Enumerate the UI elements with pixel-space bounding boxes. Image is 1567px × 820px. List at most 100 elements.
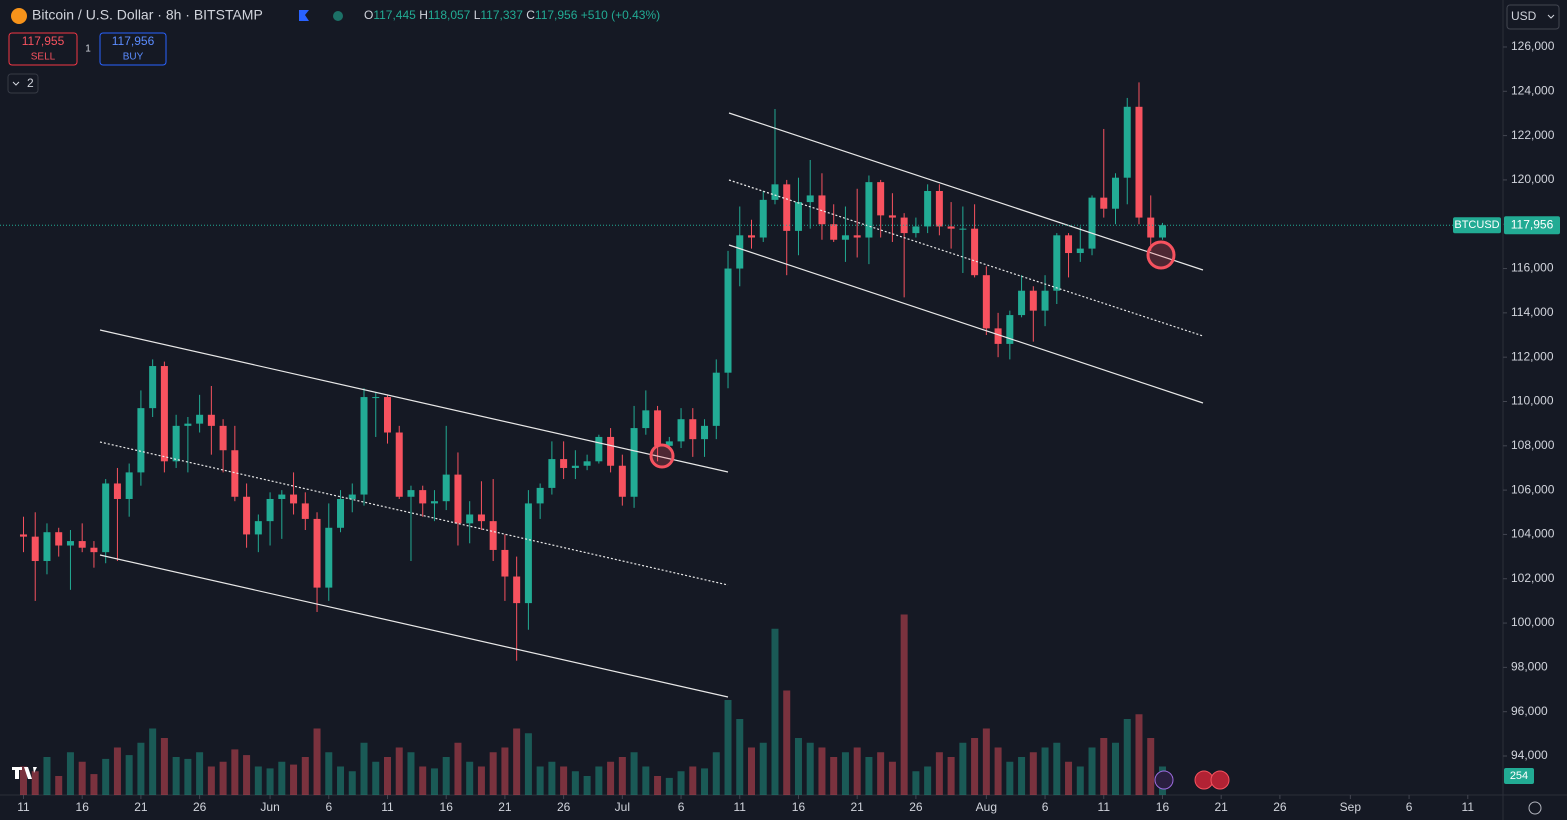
candle-body [771, 184, 779, 200]
x-tick-label: 16 [1156, 800, 1170, 814]
volume-bar [759, 742, 767, 795]
candle-body [419, 490, 427, 504]
volume-bar [1123, 719, 1131, 795]
volume-bar [994, 747, 1002, 795]
x-tick-label: 16 [792, 800, 806, 814]
volume-bar [1053, 742, 1061, 795]
candle-body [207, 414, 215, 426]
chevron [12, 81, 20, 86]
candle-body [1006, 315, 1014, 344]
candle-body [900, 217, 908, 234]
volume-bar [466, 761, 474, 795]
volume-bar [113, 747, 121, 795]
plot [19, 82, 1166, 795]
candle-body [1147, 217, 1155, 238]
volume-bar [607, 761, 615, 795]
y-tick-label: 100,000 [1511, 615, 1555, 629]
candle-body [1076, 248, 1084, 254]
candle-body [548, 459, 556, 488]
x-tick-label: 11 [1462, 800, 1475, 814]
channel-midline[interactable] [728, 179, 1204, 337]
volume-tag [1504, 768, 1534, 784]
currency-select[interactable] [1506, 4, 1560, 30]
candle-body [337, 498, 345, 528]
volume-bar [149, 728, 157, 795]
volume-bar [548, 761, 556, 795]
event-icon[interactable] [1154, 770, 1174, 790]
candle-body [125, 472, 133, 499]
event-icon[interactable] [1210, 770, 1230, 790]
candle-body [583, 461, 591, 466]
volume-bar [301, 757, 309, 795]
volume-bar [383, 757, 391, 795]
spread: 1 [85, 44, 91, 55]
channel-line[interactable] [99, 554, 729, 698]
flag-icon[interactable] [299, 10, 309, 21]
candle-body [430, 501, 438, 504]
volume-bar [90, 774, 98, 795]
candle-body [759, 199, 767, 238]
y-tick-label: 108,000 [1511, 438, 1555, 452]
volume-bar [160, 738, 168, 795]
volume-bar [947, 757, 955, 795]
volume-bar [137, 742, 145, 795]
highlight-circle[interactable] [649, 443, 675, 469]
candle-body [877, 182, 885, 216]
volume-bar [771, 628, 779, 795]
candle-body [818, 195, 826, 225]
candle-body [313, 518, 321, 588]
x-tick-label: Jul [615, 800, 630, 814]
volume-bar [1065, 761, 1073, 795]
symbol-title[interactable]: Bitcoin / U.S. Dollar · 8h · BITSTAMP [32, 7, 263, 23]
last-price-tag [1504, 216, 1560, 235]
volume-bar [701, 768, 709, 795]
event-icon[interactable] [1194, 770, 1214, 790]
candle-body [971, 228, 979, 276]
indicators-toggle[interactable] [7, 73, 39, 94]
channel-line[interactable] [728, 244, 1204, 404]
x-tick-label: 11 [734, 800, 747, 814]
candle-body [19, 534, 27, 537]
volume-bar [818, 747, 826, 795]
status-dot [333, 11, 343, 21]
volume-bar [19, 766, 27, 795]
sell-button[interactable] [8, 32, 78, 66]
candle-body [160, 366, 168, 462]
channel-line[interactable] [728, 112, 1204, 271]
volume-bar [571, 771, 579, 795]
volume-bar [348, 771, 356, 795]
volume-bar [560, 766, 568, 795]
candle-body [383, 397, 391, 433]
volume-bar [430, 768, 438, 795]
candle-body [794, 202, 802, 231]
candle-body [571, 465, 579, 468]
volume-bar [712, 752, 720, 795]
settings-icon[interactable] [1528, 801, 1542, 815]
volume-bar [677, 771, 685, 795]
logo[interactable] [12, 767, 37, 779]
volume-bar [325, 752, 333, 795]
candle-body [1053, 235, 1061, 291]
candle-body [1123, 106, 1131, 178]
volume-bar [1147, 738, 1155, 795]
y-tick-label: 116,000 [1511, 261, 1554, 275]
volume-bar [595, 766, 603, 795]
volume-bar [783, 690, 791, 795]
volume-bar [959, 742, 967, 795]
volume-bar [935, 752, 943, 795]
buy-price: 117,956 [112, 34, 155, 48]
candle-body [853, 235, 861, 238]
volume-tag-label: 254 [1510, 770, 1528, 782]
candle-body [348, 494, 356, 499]
candle-body [888, 215, 896, 218]
candle-body [654, 410, 662, 446]
volume-bar [266, 768, 274, 795]
sell-label: SELL [31, 52, 56, 63]
volume-bar [102, 758, 110, 795]
y-tick-label: 124,000 [1511, 83, 1555, 97]
channel-midline[interactable] [99, 441, 729, 586]
buy-button[interactable] [99, 32, 167, 66]
y-tick-label: 126,000 [1511, 39, 1555, 53]
highlight-circle[interactable] [1146, 240, 1176, 270]
channel-line[interactable] [99, 329, 729, 473]
